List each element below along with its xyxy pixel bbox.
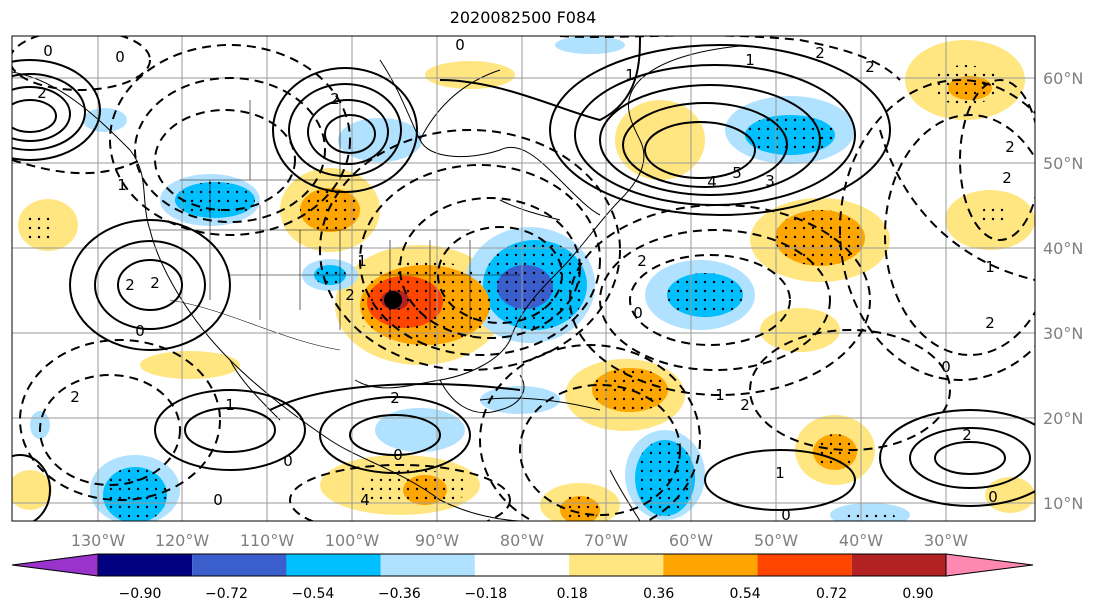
contour-label: 1 — [357, 252, 367, 270]
lon-tick: 70°W — [584, 531, 628, 550]
contour-label: 0 — [115, 48, 125, 66]
colorbar-bin — [569, 554, 664, 576]
contour-label: 1 — [715, 386, 725, 404]
colorbar-tick-label: −0.72 — [205, 586, 248, 602]
graticule — [12, 36, 1035, 521]
contour-label: 2 — [865, 58, 875, 76]
lat-tick: 30°N — [1043, 324, 1083, 343]
colorbar-tick-label: 0.72 — [816, 586, 847, 602]
contour-label: 0 — [213, 491, 223, 509]
colorbar-tick-label: 0.18 — [557, 586, 588, 602]
lon-tick: 40°W — [839, 531, 883, 550]
lon-tick: 130°W — [71, 531, 126, 550]
colorbar: −0.90 −0.72 −0.54 −0.36 −0.18 0.18 0.36 0.54 0.7… — [11, 553, 1034, 602]
contour-label: 2 — [125, 276, 135, 294]
lon-tick: 90°W — [415, 531, 459, 550]
lat-tick: 20°N — [1043, 409, 1083, 428]
lon-axis: 130°W 120°W 110°W 100°W 90°W 80°W 70°W 6… — [71, 531, 968, 550]
colorbar-bin — [474, 554, 570, 576]
contour-label: 4 — [707, 173, 717, 191]
contour-label: 0 — [781, 506, 791, 524]
colorbar-bin — [192, 554, 287, 576]
lat-tick: 40°N — [1043, 239, 1083, 258]
map-title: 2020082500 F084 — [449, 8, 597, 27]
lat-tick: 60°N — [1043, 69, 1083, 88]
contour-label: 2 — [330, 90, 340, 108]
lat-tick: 10°N — [1043, 494, 1083, 513]
colorbar-bin — [757, 554, 852, 576]
contour-label: 4 — [360, 491, 370, 509]
lon-tick: 110°W — [240, 531, 295, 550]
colorbar-bin — [663, 554, 758, 576]
colorbar-extend-low — [11, 553, 99, 577]
colorbar-bin — [851, 554, 946, 576]
contour-label: 2 — [70, 388, 80, 406]
colorbar-frame — [97, 553, 947, 577]
contour-label: 3 — [765, 172, 775, 190]
storm-center-marker — [384, 291, 402, 309]
lon-tick: 120°W — [155, 531, 210, 550]
contour-label: 2 — [962, 426, 972, 444]
lon-tick: 100°W — [325, 531, 380, 550]
coastlines — [12, 45, 741, 521]
dashed-contours — [12, 36, 1035, 521]
contour-label: 2 — [985, 314, 995, 332]
contour-label: 2 — [390, 389, 400, 407]
contour-label: 0 — [988, 488, 998, 506]
contour-label: 2 — [740, 396, 750, 414]
contour-label: 0 — [135, 322, 145, 340]
contour-label: 1 — [117, 176, 127, 194]
contour-label: 2 — [1002, 169, 1012, 187]
contour-label: 2 — [345, 286, 355, 304]
contour-label: 2 — [37, 84, 47, 102]
colorbar-tick-label: −0.54 — [291, 586, 334, 602]
map-frame — [11, 35, 1036, 522]
contour-label: 2 — [815, 44, 825, 62]
lat-tick: 50°N — [1043, 154, 1083, 173]
contour-label: 0 — [455, 36, 465, 54]
contour-label: 0 — [283, 452, 293, 470]
contour-label: 2 — [1005, 138, 1015, 156]
colorbar-tick-label: −0.90 — [119, 586, 162, 602]
contour-label: 0 — [393, 446, 403, 464]
colorbar-tick-label: −0.36 — [378, 586, 421, 602]
solid-contours — [12, 36, 1035, 521]
colorbar-tick-label: 0.36 — [643, 586, 674, 602]
contour-label: 0 — [941, 358, 951, 376]
lat-axis: 60°N 50°N 40°N 30°N 20°N 10°N — [1043, 69, 1083, 513]
contour-label: 0 — [633, 304, 643, 322]
colorbar-tick-label: −0.18 — [464, 586, 507, 602]
contour-label: 1 — [225, 396, 235, 414]
contour-label: 1 — [775, 464, 785, 482]
lon-tick: 30°W — [924, 531, 968, 550]
contour-label: 1 — [625, 66, 635, 84]
lon-tick: 80°W — [500, 531, 544, 550]
colorbar-bin — [286, 554, 381, 576]
colorbar-extend-high — [945, 553, 1034, 577]
lon-tick: 50°W — [754, 531, 798, 550]
contour-label: 1 — [985, 258, 995, 276]
colorbar-bin — [380, 554, 475, 576]
colorbar-bin — [98, 554, 193, 576]
borders — [150, 100, 520, 351]
contour-label: 1 — [745, 51, 755, 69]
colorbar-tick-label: 0.54 — [730, 586, 761, 602]
contour-label: 0 — [43, 42, 53, 60]
contour-label: 2 — [637, 252, 647, 270]
contour-label: 5 — [732, 164, 742, 182]
lon-tick: 60°W — [669, 531, 713, 550]
colorbar-tick-label: 0.90 — [902, 586, 933, 602]
contour-label: 2 — [150, 274, 160, 292]
